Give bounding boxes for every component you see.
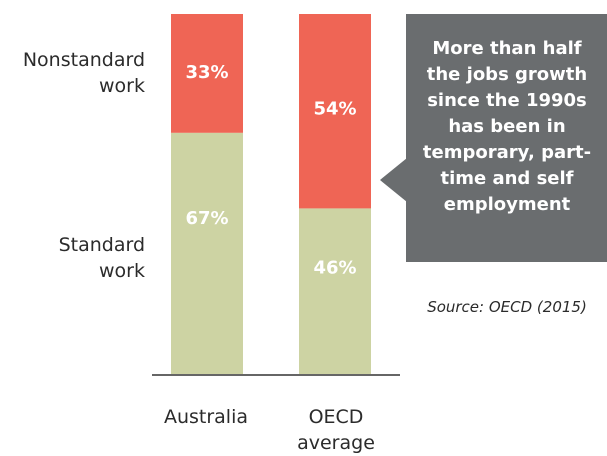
legend-label-standard-work: Standard work [58, 234, 145, 282]
bar-segment-nonstandard-oecd [299, 14, 371, 209]
bar-segment-standard-oecd [299, 208, 371, 374]
callout-text: More than half the jobs growth since the… [422, 38, 592, 215]
category-label-oecd-average: OECD average [297, 406, 375, 454]
data-label-standard-oecd: 46% [313, 257, 356, 278]
callout-box: More than half the jobs growth since the… [406, 14, 607, 262]
category-label-australia: Australia [163, 406, 249, 428]
bar-segment-standard-australia [171, 132, 243, 374]
callout-pointer [380, 158, 407, 202]
data-label-standard-australia: 67% [185, 208, 228, 229]
legend-label-nonstandard-work: Nonstandard work [22, 49, 145, 97]
data-label-nonstandard-australia: 33% [185, 62, 228, 83]
source-note: Source: OECD (2015) [427, 298, 587, 316]
bar-segment-nonstandard-australia [171, 14, 243, 133]
data-label-nonstandard-oecd: 54% [313, 98, 356, 119]
